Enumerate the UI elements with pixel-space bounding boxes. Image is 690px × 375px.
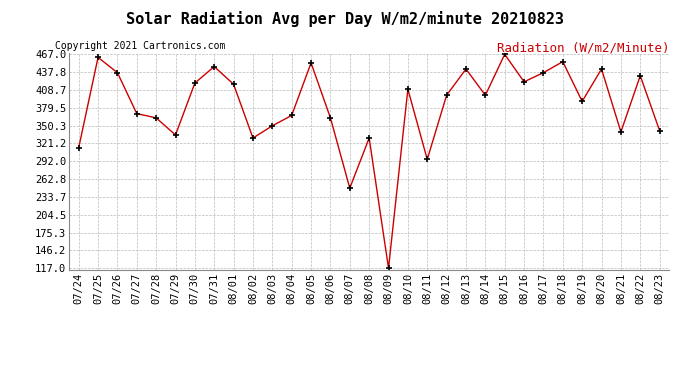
Text: Solar Radiation Avg per Day W/m2/minute 20210823: Solar Radiation Avg per Day W/m2/minute … xyxy=(126,11,564,27)
Text: Radiation (W/m2/Minute): Radiation (W/m2/Minute) xyxy=(497,41,669,54)
Text: Copyright 2021 Cartronics.com: Copyright 2021 Cartronics.com xyxy=(55,41,226,51)
